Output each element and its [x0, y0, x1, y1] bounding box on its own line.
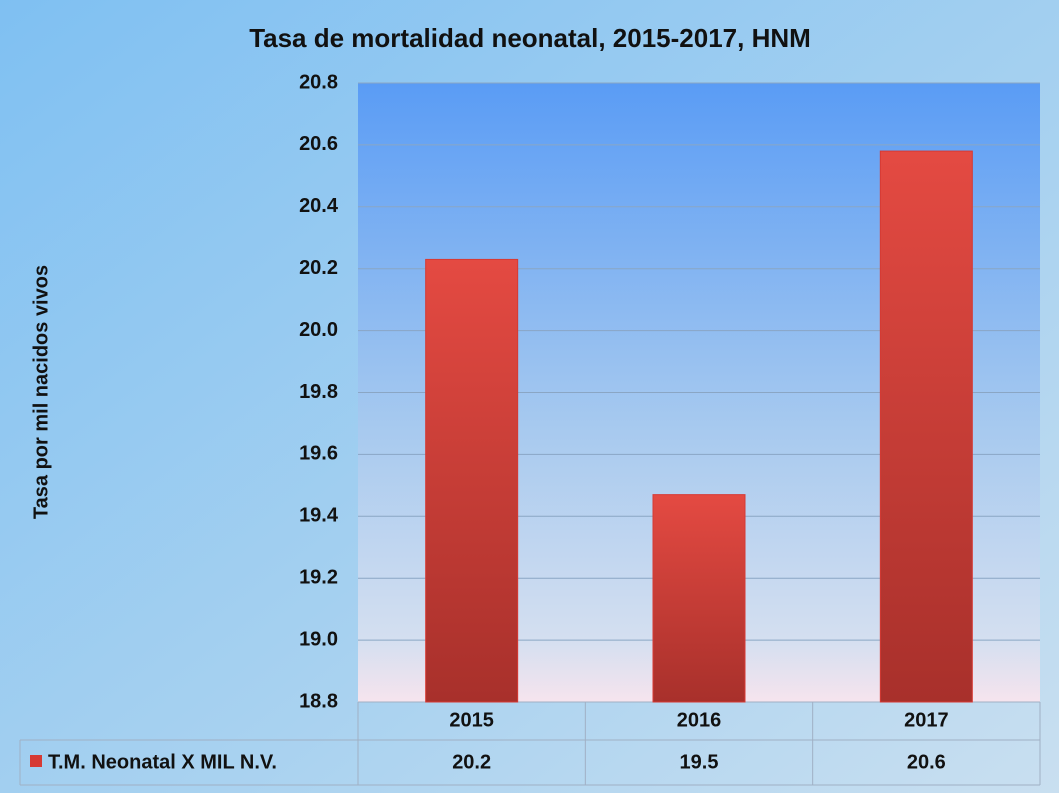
y-tick-label: 20.6: [299, 133, 338, 155]
y-tick-label: 20.4: [299, 195, 339, 217]
x-tick-label: 2017: [904, 709, 949, 731]
bar: [425, 258, 519, 703]
y-tick-label: 19.8: [299, 381, 338, 403]
y-tick-label: 20.8: [299, 71, 338, 93]
chart-title: Tasa de mortalidad neonatal, 2015-2017, …: [249, 23, 811, 53]
data-table-value: 19.5: [680, 751, 719, 773]
data-table-value: 20.2: [452, 751, 491, 773]
y-tick-label: 20.0: [299, 319, 338, 341]
y-tick-label: 19.2: [299, 566, 338, 588]
data-table-value: 20.6: [907, 751, 946, 773]
y-tick-label: 19.0: [299, 628, 338, 650]
x-tick-label: 2015: [449, 709, 494, 731]
y-axis-label: Tasa por mil nacidos vivos: [30, 265, 52, 519]
bar: [652, 494, 746, 703]
legend-label: T.M. Neonatal X MIL N.V.: [48, 751, 277, 773]
y-tick-label: 20.2: [299, 257, 338, 279]
legend-swatch: [30, 755, 42, 767]
bar: [879, 150, 973, 703]
y-tick-label: 19.4: [299, 505, 339, 527]
y-tick-label: 18.8: [299, 690, 338, 712]
y-tick-label: 19.6: [299, 443, 338, 465]
x-tick-label: 2016: [677, 709, 722, 731]
